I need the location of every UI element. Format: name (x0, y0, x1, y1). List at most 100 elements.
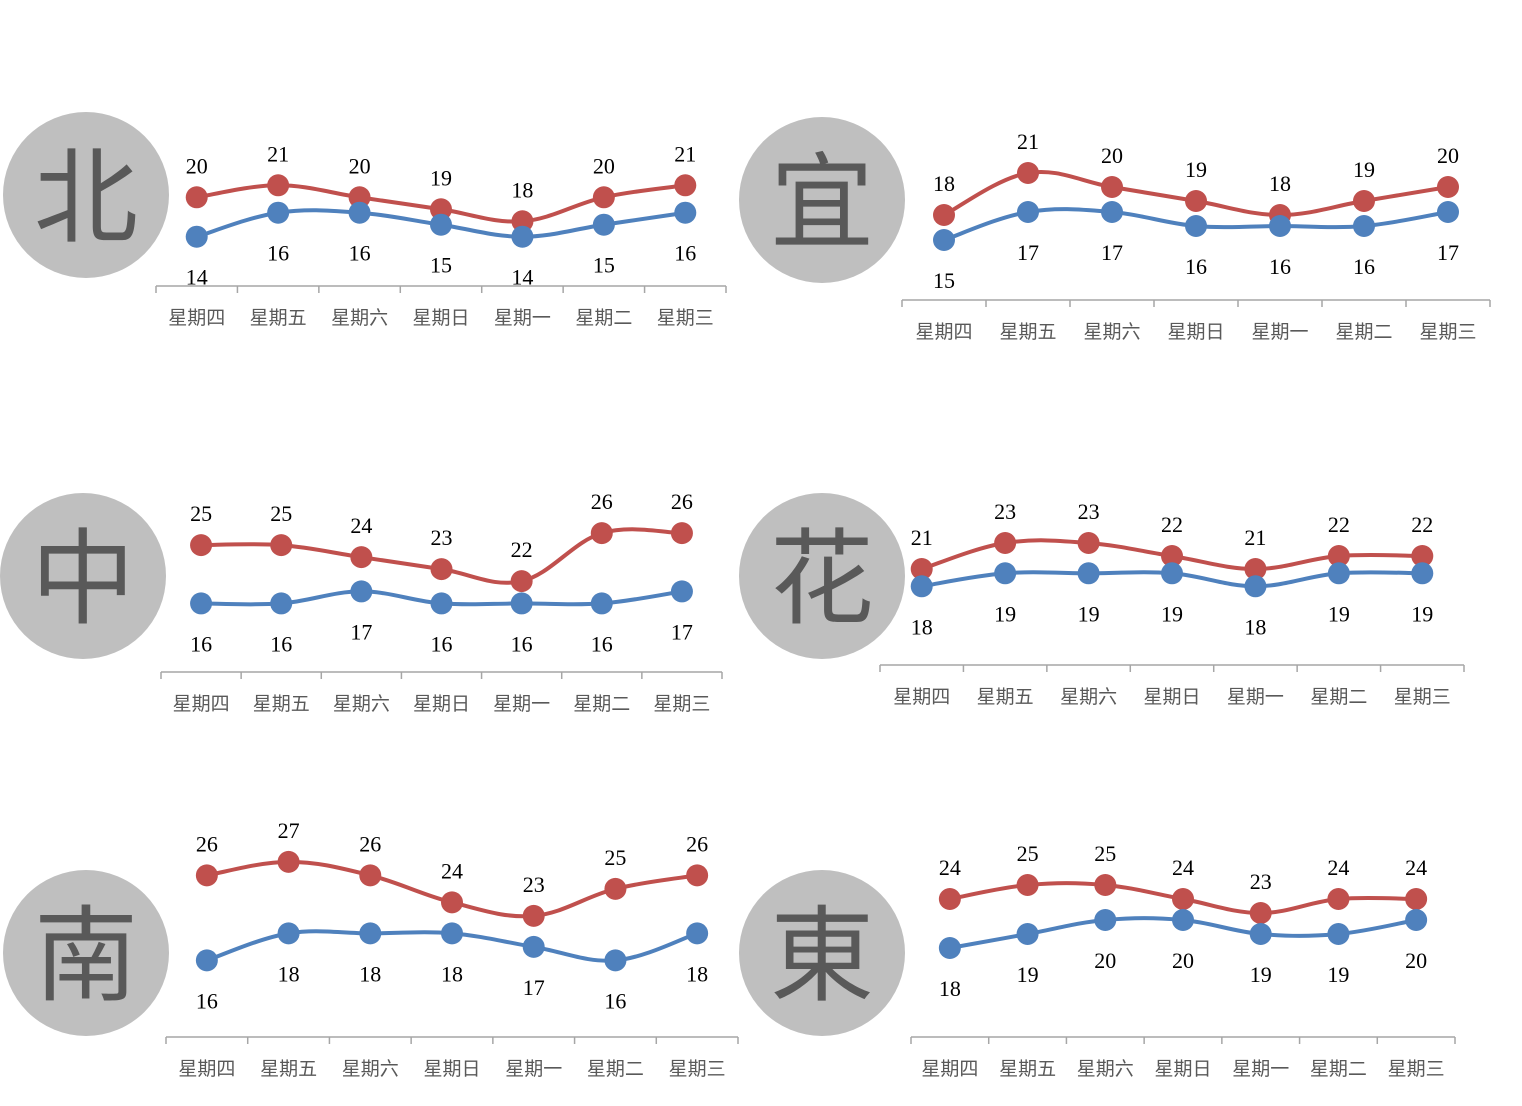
high-temp-label: 26 (196, 831, 218, 856)
low-temp-label: 19 (1250, 962, 1272, 987)
x-tick-label: 星期四 (915, 321, 972, 343)
low-temp-point (267, 201, 290, 224)
high-temp-point (1101, 176, 1123, 198)
low-temp-point (1327, 562, 1350, 585)
region-name: 宜 (769, 142, 874, 264)
low-temp-line (947, 916, 1419, 950)
high-temp-point (511, 210, 534, 233)
x-tick-label: 星期日 (412, 307, 469, 329)
region-badge: 中 (0, 493, 166, 659)
low-temp-label: 19 (994, 601, 1016, 626)
high-temp-label: 26 (591, 489, 613, 514)
high-temp-label: 22 (1411, 512, 1433, 537)
low-temp-point (674, 201, 697, 224)
x-tick-label: 星期三 (1419, 321, 1476, 343)
high-temp-label: 21 (267, 141, 289, 166)
high-temp-label: 18 (511, 177, 533, 202)
low-temp-point (592, 213, 615, 236)
high-temp-point (1405, 888, 1428, 910)
high-temp-point (938, 888, 961, 910)
high-temp-label: 25 (270, 501, 292, 526)
low-temp-label: 19 (1078, 601, 1100, 626)
x-tick-label: 星期一 (1227, 686, 1284, 708)
high-temp-point (1161, 545, 1183, 567)
high-temp-label: 24 (350, 513, 372, 538)
high-temp-label: 24 (441, 858, 463, 883)
x-tick-label: 星期五 (250, 307, 307, 329)
x-tick-label: 星期二 (1310, 1058, 1367, 1080)
high-temp-point (350, 546, 373, 569)
high-temp-point (190, 534, 213, 557)
high-temp-point (1172, 888, 1194, 910)
high-temp-label: 19 (1185, 157, 1207, 182)
low-temp-label: 18 (441, 961, 463, 986)
high-temp-point (270, 534, 293, 557)
high-temp-line (947, 881, 1419, 915)
high-temp-point (1185, 190, 1207, 212)
high-temp-label: 21 (1244, 525, 1266, 550)
high-temp-point (185, 186, 208, 209)
low-temp-point (670, 580, 693, 603)
low-temp-label: 14 (186, 265, 208, 290)
low-temp-label: 16 (267, 241, 289, 266)
low-temp-label: 18 (686, 961, 708, 986)
region-name: 北 (33, 137, 138, 259)
low-temp-label: 19 (1017, 962, 1039, 987)
low-temp-label: 14 (511, 265, 533, 290)
low-temp-label: 16 (1269, 254, 1291, 279)
low-temp-point (1269, 215, 1291, 237)
high-temp-label: 23 (431, 525, 453, 550)
low-temp-point (1327, 923, 1350, 945)
high-temp-label: 24 (1172, 855, 1194, 880)
low-temp-point (430, 592, 453, 615)
low-temp-line (942, 207, 1450, 242)
low-temp-label: 18 (911, 614, 933, 639)
high-temp-line (942, 170, 1450, 217)
low-temp-point (430, 213, 452, 236)
low-temp-label: 16 (190, 631, 212, 656)
high-temp-point (510, 570, 533, 593)
high-temp-point (590, 522, 613, 545)
low-temp-point (1077, 562, 1100, 585)
high-temp-label: 20 (349, 153, 371, 178)
low-temp-label: 20 (1405, 948, 1427, 973)
x-tick-label: 星期一 (493, 693, 550, 715)
x-tick-label: 星期一 (505, 1058, 562, 1080)
region-badge: 東 (739, 870, 905, 1036)
high-temp-label: 20 (1437, 143, 1459, 168)
low-temp-label: 17 (523, 975, 545, 1000)
high-temp-label: 18 (933, 171, 955, 196)
high-temp-label: 25 (1094, 841, 1116, 866)
low-temp-label: 16 (270, 631, 292, 656)
low-temp-line (919, 570, 1425, 589)
high-temp-point (1244, 558, 1267, 580)
low-temp-point (522, 935, 545, 958)
low-temp-label: 15 (933, 268, 955, 293)
high-temp-point (277, 850, 300, 873)
high-temp-point (686, 864, 709, 887)
low-temp-label: 18 (939, 976, 961, 1001)
high-temp-label: 21 (674, 141, 696, 166)
low-temp-label: 20 (1172, 948, 1194, 973)
low-temp-point (1185, 215, 1207, 237)
high-temp-label: 26 (359, 831, 381, 856)
low-temp-label: 17 (1101, 240, 1123, 265)
high-temp-point (670, 522, 693, 545)
low-temp-point (270, 592, 293, 615)
low-temp-label: 18 (1244, 614, 1266, 639)
x-tick-label: 星期五 (999, 1058, 1056, 1080)
high-temp-point (674, 174, 697, 197)
high-temp-label: 23 (523, 872, 545, 897)
low-temp-label: 15 (593, 253, 615, 278)
high-temp-point (1437, 176, 1459, 198)
high-temp-label: 23 (1078, 499, 1100, 524)
high-temp-label: 26 (686, 831, 708, 856)
high-temp-point (1411, 545, 1434, 567)
region-badge: 宜 (739, 117, 905, 283)
high-temp-label: 27 (278, 818, 300, 843)
high-temp-point (348, 186, 371, 209)
high-temp-label: 19 (430, 165, 452, 190)
low-temp-point (1017, 201, 1039, 223)
high-temp-label: 22 (1161, 512, 1183, 537)
high-temp-label: 21 (911, 525, 933, 550)
